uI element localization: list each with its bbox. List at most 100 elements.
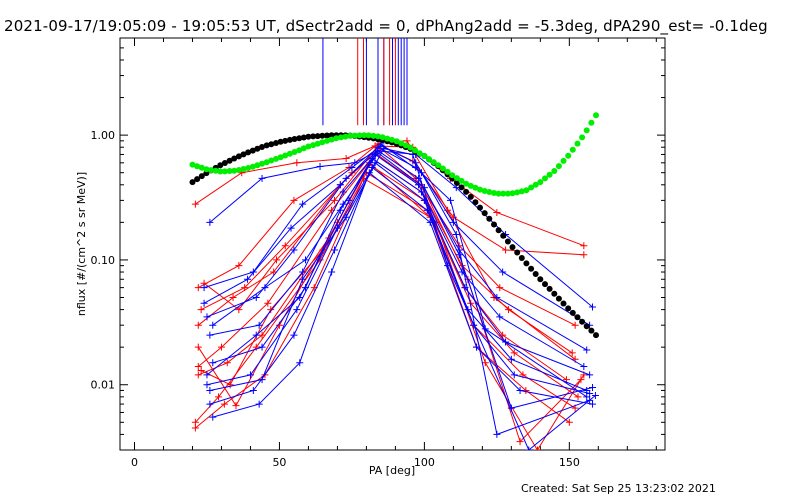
model-point-green xyxy=(416,150,423,157)
data-point-red xyxy=(481,359,489,367)
model-point-black xyxy=(491,221,497,228)
model-point-green xyxy=(509,190,516,197)
data-point-blue xyxy=(345,196,353,204)
data-point-blue xyxy=(507,404,515,412)
model-point-green xyxy=(523,187,530,194)
model-point-green xyxy=(361,132,368,139)
data-point-blue xyxy=(249,386,257,394)
model-point-black xyxy=(583,323,590,330)
model-point-black xyxy=(319,132,326,139)
data-point-red xyxy=(197,306,205,314)
model-point-black xyxy=(291,136,298,142)
model-point-black xyxy=(472,199,479,206)
data-point-blue xyxy=(507,355,515,363)
y-tick-label: 0.10 xyxy=(91,254,116,267)
model-point-black xyxy=(328,132,335,139)
model-point-green xyxy=(286,150,293,157)
model-point-black xyxy=(453,180,460,186)
model-point-green xyxy=(444,168,451,175)
data-point-red xyxy=(194,321,202,329)
series-line-red xyxy=(195,145,584,247)
created-timestamp: Created: Sat Sep 25 13:23:02 2021 xyxy=(521,482,716,495)
data-point-blue xyxy=(586,371,594,379)
data-point-red xyxy=(493,208,501,216)
data-point-red xyxy=(571,321,579,329)
data-point-blue xyxy=(203,313,211,321)
data-point-blue xyxy=(296,359,304,367)
model-point-black xyxy=(217,162,224,169)
model-point-black xyxy=(546,285,553,292)
model-point-green xyxy=(555,163,562,170)
data-point-blue xyxy=(261,284,269,292)
data-point-red xyxy=(533,446,541,450)
model-point-green xyxy=(430,159,437,166)
model-point-green xyxy=(504,190,511,197)
model-point-black xyxy=(458,184,465,191)
model-point-green xyxy=(398,140,405,147)
data-point-red xyxy=(281,242,289,250)
data-point-red xyxy=(293,159,301,167)
model-point-black xyxy=(537,276,544,283)
model-point-green xyxy=(221,168,228,175)
data-point-blue xyxy=(449,218,457,226)
x-tick-label: 150 xyxy=(559,456,580,469)
data-point-blue xyxy=(580,363,588,371)
y-tick-label: 0.01 xyxy=(91,379,116,392)
model-point-green xyxy=(263,159,270,166)
data-point-red xyxy=(496,284,504,292)
model-point-black xyxy=(310,133,317,140)
y-tick-label: 1.00 xyxy=(91,129,116,142)
data-point-blue xyxy=(244,275,252,283)
data-point-blue xyxy=(209,359,217,367)
model-point-green xyxy=(375,133,381,140)
series-line-red xyxy=(195,171,576,423)
data-point-blue xyxy=(380,145,388,153)
model-point-black xyxy=(305,133,312,140)
data-point-red xyxy=(194,371,202,379)
data-point-blue xyxy=(206,218,214,226)
model-point-green xyxy=(546,171,553,178)
model-point-green xyxy=(402,142,409,149)
model-point-green xyxy=(588,119,595,126)
model-point-green xyxy=(421,153,428,159)
data-point-red xyxy=(235,262,243,270)
model-point-black xyxy=(477,204,483,211)
data-point-blue xyxy=(206,386,214,394)
x-axis-label: PA [deg] xyxy=(369,464,415,477)
model-point-green xyxy=(189,161,196,168)
model-point-black xyxy=(240,151,247,158)
data-point-blue xyxy=(206,331,214,339)
model-point-black xyxy=(500,232,507,239)
model-point-green xyxy=(319,139,326,146)
model-point-green xyxy=(365,132,372,139)
model-point-green xyxy=(235,167,242,173)
data-point-red xyxy=(264,299,272,307)
model-point-black xyxy=(514,249,521,256)
model-point-green xyxy=(532,181,539,188)
model-point-green xyxy=(282,152,289,159)
model-point-black xyxy=(523,260,530,267)
model-curves xyxy=(189,112,599,339)
model-point-green xyxy=(435,162,442,169)
data-point-blue xyxy=(589,384,597,392)
model-point-green xyxy=(337,134,344,141)
data-point-blue xyxy=(200,284,208,292)
data-point-red xyxy=(194,343,202,351)
data-point-red xyxy=(215,393,223,401)
data-point-blue xyxy=(496,313,504,321)
model-point-black xyxy=(463,188,470,195)
model-point-green xyxy=(472,184,479,191)
model-point-black xyxy=(467,193,474,200)
data-point-blue xyxy=(246,371,254,379)
data-point-blue xyxy=(299,268,307,276)
data-point-red xyxy=(504,306,512,314)
model-point-black xyxy=(324,132,330,139)
axis-tick-labels: 0 50 100 150 0.01 0.10 1.00 xyxy=(91,129,580,469)
y-axis-label: nflux [#/(cm^2 s sr MeV)] xyxy=(75,172,88,316)
data-point-red xyxy=(217,343,225,351)
data-point-red xyxy=(229,294,237,302)
data-point-blue xyxy=(417,188,425,196)
model-point-black xyxy=(286,136,293,143)
data-point-red xyxy=(232,402,240,410)
model-point-green xyxy=(477,186,483,193)
